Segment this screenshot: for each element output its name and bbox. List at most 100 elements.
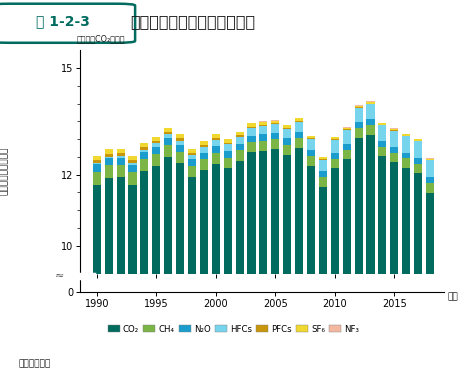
Bar <box>259 122 267 125</box>
Bar <box>188 166 196 177</box>
Bar <box>188 177 196 372</box>
Bar <box>307 156 315 166</box>
Bar <box>295 122 303 132</box>
Bar <box>200 159 208 170</box>
Bar <box>152 166 160 372</box>
Bar <box>354 128 363 138</box>
Bar <box>283 138 291 145</box>
Bar <box>212 164 220 372</box>
Bar <box>93 172 101 185</box>
Bar <box>402 134 410 135</box>
Bar <box>247 128 256 135</box>
Bar <box>128 156 136 160</box>
Bar <box>307 136 315 138</box>
Bar <box>235 161 244 372</box>
Text: （億トンCO₂換算）: （億トンCO₂換算） <box>76 35 125 44</box>
Bar <box>283 145 291 155</box>
Bar <box>117 153 125 156</box>
Bar <box>343 144 351 150</box>
Bar <box>366 135 375 372</box>
Bar <box>402 158 410 168</box>
Bar <box>414 141 422 158</box>
Bar <box>259 125 267 126</box>
Bar <box>331 137 339 139</box>
Bar <box>259 141 267 151</box>
Text: 資料：環境省: 資料：環境省 <box>18 359 50 368</box>
Bar <box>426 160 434 177</box>
Bar <box>354 138 363 372</box>
Bar <box>259 134 267 141</box>
Bar <box>390 129 398 130</box>
Bar <box>200 170 208 372</box>
Bar <box>390 131 398 147</box>
Bar <box>105 166 113 178</box>
Bar <box>200 153 208 159</box>
Bar <box>295 121 303 122</box>
Bar <box>235 150 244 161</box>
Bar <box>319 171 327 177</box>
Bar <box>319 177 327 187</box>
Bar <box>164 132 172 134</box>
Bar <box>224 144 232 151</box>
Bar <box>366 104 375 119</box>
Bar <box>307 150 315 156</box>
Bar <box>105 178 113 372</box>
Bar <box>164 145 172 157</box>
Bar <box>152 154 160 166</box>
Bar <box>212 140 220 146</box>
Bar <box>200 141 208 145</box>
Bar <box>93 160 101 163</box>
Bar <box>128 160 136 163</box>
Bar <box>176 141 184 145</box>
Bar <box>259 126 267 134</box>
Bar <box>117 156 125 158</box>
Bar <box>235 135 244 137</box>
Bar <box>176 151 184 163</box>
Bar <box>212 146 220 153</box>
Bar <box>93 185 101 372</box>
Bar <box>295 118 303 121</box>
Bar <box>247 135 256 142</box>
Bar <box>152 137 160 141</box>
Bar <box>117 149 125 153</box>
Bar <box>366 103 375 104</box>
FancyBboxPatch shape <box>0 4 135 43</box>
Bar <box>319 159 327 160</box>
Bar <box>283 128 291 129</box>
Bar <box>331 168 339 372</box>
Bar <box>128 172 136 185</box>
Bar <box>140 147 148 150</box>
Bar <box>343 128 351 129</box>
Bar <box>319 157 327 159</box>
Bar <box>402 136 410 153</box>
Text: 温室効果ガス排出量: 温室効果ガス排出量 <box>0 147 9 195</box>
Bar <box>378 123 387 125</box>
Bar <box>212 138 220 140</box>
Bar <box>378 147 387 156</box>
Bar <box>105 158 113 166</box>
Bar <box>390 147 398 153</box>
Bar <box>224 158 232 168</box>
Bar <box>414 173 422 372</box>
Bar <box>271 140 279 150</box>
Bar <box>164 138 172 145</box>
Bar <box>343 130 351 144</box>
Bar <box>426 193 434 372</box>
Bar <box>307 166 315 372</box>
Bar <box>319 187 327 372</box>
Bar <box>235 137 244 144</box>
Bar <box>354 108 363 122</box>
Bar <box>176 138 184 141</box>
Bar <box>354 122 363 128</box>
Bar <box>283 129 291 138</box>
Bar <box>235 132 244 135</box>
Bar <box>140 143 148 147</box>
Bar <box>200 147 208 153</box>
Bar <box>271 133 279 140</box>
Bar <box>152 141 160 143</box>
Bar <box>164 134 172 138</box>
Bar <box>402 168 410 372</box>
Bar <box>212 153 220 164</box>
Bar <box>117 158 125 165</box>
Bar <box>105 157 113 158</box>
